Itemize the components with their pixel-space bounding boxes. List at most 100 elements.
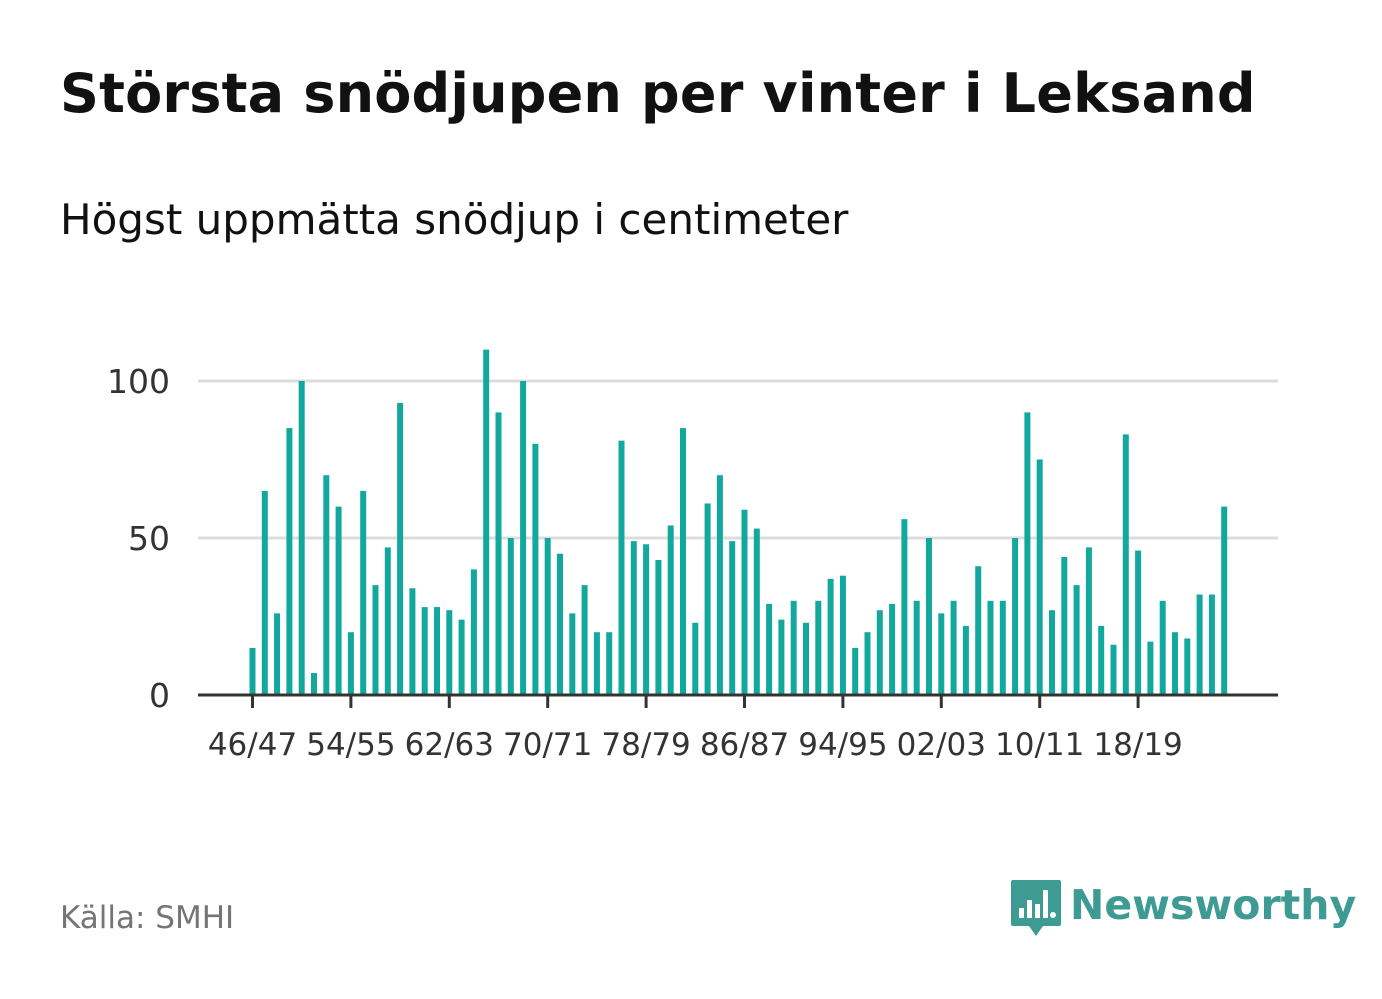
bar [950, 600, 957, 695]
bar [901, 519, 908, 695]
bar [581, 585, 588, 695]
bar [372, 585, 379, 695]
grid-lines [198, 379, 1278, 540]
y-tick-label: 50 [128, 519, 170, 558]
chart-subtitle: Högst uppmätta snödjup i centimeter [60, 195, 849, 244]
bar [1073, 585, 1080, 695]
bars [249, 349, 1228, 695]
bar [1098, 625, 1105, 695]
bar [987, 600, 994, 695]
bar [323, 475, 330, 695]
bar [286, 428, 293, 695]
bar [716, 475, 723, 695]
bar [446, 610, 453, 695]
x-tick-label: 46/47 [208, 727, 297, 763]
bar [360, 490, 367, 695]
bar [298, 381, 305, 695]
bar [913, 600, 920, 695]
bar [815, 600, 822, 695]
bar [680, 428, 686, 695]
x-tick-label: 02/03 [897, 727, 986, 763]
bar [1159, 600, 1166, 695]
bar [606, 632, 613, 695]
bar [753, 528, 760, 695]
bar [1012, 538, 1019, 695]
x-tick-label: 70/71 [503, 727, 592, 763]
bar [1196, 594, 1203, 695]
bar [1221, 506, 1228, 695]
bar [1049, 610, 1055, 695]
bar-chart-speech-bubble-icon [1011, 880, 1061, 936]
y-tick-label: 100 [107, 362, 170, 401]
bar [630, 541, 637, 695]
chart-title: Största snödjupen per vinter i Leksand [60, 62, 1256, 125]
bar [458, 619, 465, 695]
x-tick-label: 86/87 [700, 727, 789, 763]
bar [569, 613, 576, 695]
bar [766, 603, 773, 695]
brand-name: Newsworthy [1070, 881, 1357, 929]
bar [544, 538, 551, 695]
bar [827, 578, 834, 695]
bar [520, 381, 527, 695]
bar [938, 613, 945, 695]
bar [1147, 641, 1154, 695]
bar [311, 673, 317, 695]
bar [1135, 550, 1142, 695]
x-tick-label: 94/95 [798, 727, 887, 763]
bar [803, 622, 809, 695]
bar [532, 443, 539, 695]
bar [864, 632, 871, 695]
source-note: Källa: SMHI [60, 900, 235, 936]
bar [655, 559, 662, 695]
bar [1110, 644, 1117, 695]
x-tick-label: 10/11 [995, 727, 1084, 763]
bar [975, 566, 982, 695]
bar [1184, 638, 1191, 695]
bar [852, 647, 859, 695]
bar [557, 553, 563, 695]
x-axis [198, 693, 1278, 708]
bar [495, 412, 502, 695]
brand-logo: Newsworthy [1010, 878, 1356, 942]
bar [1172, 632, 1178, 695]
bar [926, 538, 932, 695]
bar [643, 544, 650, 695]
x-tick-label: 78/79 [601, 727, 690, 763]
bar [778, 619, 785, 695]
bar [507, 538, 514, 695]
bar [876, 610, 883, 695]
bar [1085, 547, 1092, 695]
bar [261, 490, 268, 695]
bar [962, 625, 969, 695]
x-tick-label: 54/55 [306, 727, 395, 763]
bar [434, 607, 440, 695]
bar [692, 622, 699, 695]
bar [335, 506, 342, 695]
bar [741, 509, 748, 695]
axis-labels: 0 50 100 46/47 54/55 62/63 70/71 78/79 86/87 94/9… [107, 362, 1183, 763]
bar [384, 547, 391, 695]
bar [1036, 459, 1043, 695]
bar [421, 607, 428, 695]
bar [839, 575, 846, 695]
bar [347, 632, 354, 695]
bar [1061, 556, 1068, 695]
bar [274, 613, 281, 695]
x-tick-label: 18/19 [1093, 727, 1182, 763]
bar [889, 603, 896, 695]
bar [1024, 412, 1031, 695]
bar [397, 402, 404, 695]
bar [704, 503, 711, 695]
bar [249, 647, 256, 695]
bar [483, 349, 490, 695]
bar [667, 525, 674, 695]
bar [593, 632, 600, 695]
bar [790, 600, 797, 695]
bar [470, 569, 477, 695]
bar [1208, 594, 1215, 695]
bar [618, 440, 625, 695]
bar [999, 600, 1006, 695]
y-tick-label: 0 [149, 676, 170, 715]
